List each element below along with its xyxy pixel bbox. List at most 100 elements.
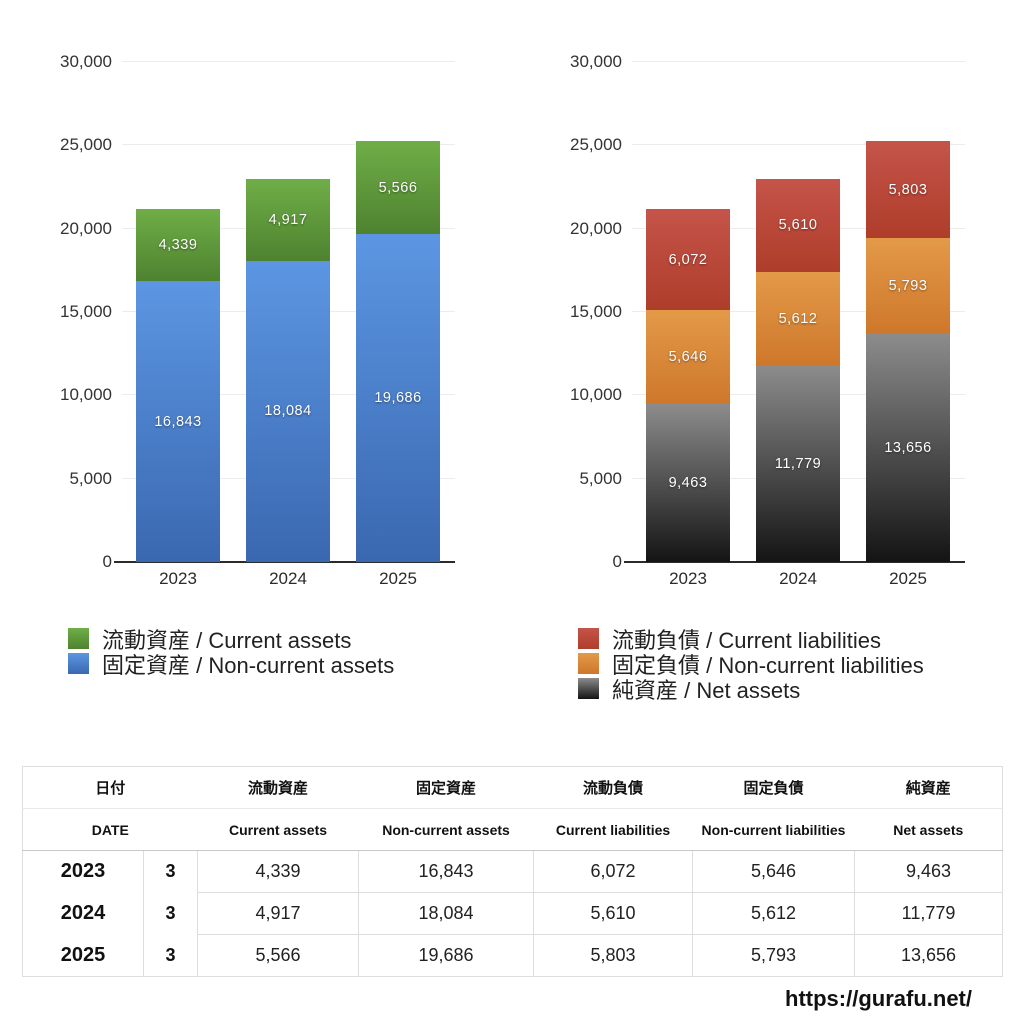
- bar-segment: 5,646: [646, 310, 730, 405]
- y-axis-tick: 0: [102, 552, 112, 571]
- y-axis-tick: 5,000: [69, 468, 112, 488]
- assets-legend: 流動資産 / Current assets 固定資産 / Non-current …: [68, 626, 500, 678]
- month-cell: 3: [142, 892, 198, 935]
- y-axis-tick: 25,000: [570, 135, 622, 155]
- bar-value-label: 5,610: [778, 217, 818, 234]
- bar-segment: 13,656: [866, 334, 950, 562]
- noncurrent-assets-cell: 18,084: [358, 892, 534, 935]
- month-cell: 3: [142, 850, 198, 893]
- noncurrent-liabilities-cell: 5,793: [692, 934, 855, 977]
- bar-value-label: 4,339: [158, 237, 198, 254]
- liabilities-plot-area: 0 5,000 10,000 15,000 20,000 25,000 30,000 9,46…: [570, 52, 965, 588]
- bar-value-label: 11,779: [774, 455, 822, 472]
- year-cell: 2023: [60, 860, 106, 883]
- stacked-bar-2023: 16,843 4,339: [136, 62, 220, 562]
- stacked-bar-2023: 9,463 5,646 6,072: [646, 62, 730, 562]
- column-header-current-liabilities-jp: 流動負債: [533, 766, 693, 809]
- gridline: [122, 144, 455, 146]
- table-row: 2025 3 5,566 19,686 5,803 5,793 13,656: [23, 934, 1003, 977]
- y-axis-tick: 25,000: [60, 135, 112, 155]
- x-axis-label: 2025: [379, 569, 417, 588]
- bar-segment: 6,072: [646, 209, 730, 311]
- bar-value-label: 19,686: [374, 389, 422, 406]
- legend-swatch: [578, 678, 599, 699]
- bar-segment: 16,843: [136, 281, 220, 562]
- bar-segment: 5,610: [756, 178, 840, 273]
- stacked-bar-2024: 11,779 5,612 5,610: [756, 62, 840, 562]
- assets-plot-area: 0 5,000 10,000 15,000 20,000 25,000 30,000 16,8…: [60, 52, 455, 588]
- year-cell: 2025: [60, 943, 106, 966]
- bar-segment: 9,463: [646, 404, 730, 562]
- stacked-bar-2025: 13,656 5,793 5,803: [866, 62, 950, 562]
- bar-value-label: 5,793: [888, 278, 928, 295]
- table-header-english: DATE Current assets Non-current assets C…: [22, 808, 1003, 851]
- noncurrent-assets-cell: 19,686: [358, 934, 534, 977]
- x-axis-line: [624, 561, 965, 563]
- table-row: 2024 3 4,917 18,084 5,610 5,612 11,779: [23, 892, 1003, 935]
- gridline: [632, 144, 965, 146]
- gridline: [122, 61, 455, 62]
- y-axis-tick: 10,000: [570, 385, 622, 405]
- legend-swatch: [578, 628, 599, 649]
- column-header-current-assets-jp: 流動資産: [197, 766, 359, 809]
- column-header-current-assets-en: Current assets: [197, 808, 359, 851]
- column-header-net-assets-jp: 純資産: [854, 766, 1003, 809]
- bar-segment: 5,566: [356, 141, 440, 234]
- bar-value-label: 9,463: [668, 475, 708, 492]
- bar-value-label: 6,072: [668, 251, 708, 268]
- y-axis-tick: 0: [612, 552, 622, 571]
- legend-label: 固定資産 / Non-current assets: [102, 652, 395, 678]
- noncurrent-assets-cell: 16,843: [358, 850, 534, 893]
- balance-sheet-table: 日付 流動資産 固定資産 流動負債 固定負債 純資産 DATE Current …: [22, 766, 1004, 977]
- current-assets-cell: 4,917: [197, 892, 359, 935]
- bar-segment: 4,339: [136, 208, 220, 282]
- noncurrent-liabilities-cell: 5,612: [692, 892, 855, 935]
- y-axis-tick: 20,000: [570, 218, 622, 238]
- legend-item: 流動資産 / Current assets: [68, 626, 500, 653]
- assets-chart: 0 5,000 10,000 15,000 20,000 25,000 30,000 16,8…: [30, 52, 500, 678]
- bar-segment: 4,917: [246, 178, 330, 261]
- bar-value-label: 4,917: [268, 211, 308, 228]
- bar-segment: 5,612: [756, 272, 840, 366]
- table-row: 2023 3 4,339 16,843 6,072 5,646 9,463: [23, 850, 1003, 893]
- footer-url: https://gurafu.net/: [785, 986, 972, 1011]
- column-header-date-en: DATE: [22, 808, 198, 851]
- legend-label: 流動資産 / Current assets: [102, 627, 352, 653]
- bar-value-label: 5,612: [778, 310, 818, 327]
- current-liabilities-cell: 5,610: [533, 892, 693, 935]
- y-axis-tick: 30,000: [60, 52, 112, 71]
- noncurrent-liabilities-cell: 5,646: [692, 850, 855, 893]
- bar-segment: 5,793: [866, 237, 950, 335]
- legend-item: 純資産 / Net assets: [578, 676, 1010, 703]
- liabilities-legend: 流動負債 / Current liabilities 固定負債 / Non-cur…: [578, 626, 1010, 703]
- x-axis-label: 2024: [269, 569, 307, 588]
- legend-item: 流動負債 / Current liabilities: [578, 626, 1010, 653]
- legend-swatch: [68, 628, 89, 649]
- x-axis-line: [114, 561, 455, 563]
- liabilities-chart: 0 5,000 10,000 15,000 20,000 25,000 30,000 9,46…: [540, 52, 1010, 703]
- bar-value-label: 13,656: [884, 440, 932, 457]
- net-assets-cell: 11,779: [854, 892, 1003, 935]
- column-header-noncurrent-assets-en: Non-current assets: [358, 808, 534, 851]
- bar-segment: 11,779: [756, 365, 840, 562]
- current-assets-cell: 5,566: [197, 934, 359, 977]
- bar-value-label: 5,646: [668, 349, 708, 366]
- column-header-noncurrent-liabilities-en: Non-current liabilities: [692, 808, 855, 851]
- y-axis-tick: 10,000: [60, 385, 112, 405]
- month-cell: 3: [142, 934, 198, 977]
- current-assets-cell: 4,339: [197, 850, 359, 893]
- column-header-date-jp: 日付: [22, 766, 198, 809]
- bar-value-label: 5,566: [378, 179, 418, 196]
- x-axis-label: 2023: [159, 569, 197, 588]
- bar-value-label: 5,803: [888, 181, 928, 198]
- column-header-net-assets-en: Net assets: [854, 808, 1003, 851]
- y-axis-tick: 20,000: [60, 218, 112, 238]
- table-header-japanese: 日付 流動資産 固定資産 流動負債 固定負債 純資産: [22, 766, 1003, 809]
- year-cell: 2024: [60, 902, 106, 924]
- bar-segment: 5,803: [866, 141, 950, 238]
- legend-item: 固定資産 / Non-current assets: [68, 651, 500, 678]
- legend-label: 流動負債 / Current liabilities: [612, 627, 881, 653]
- legend-label: 固定負債 / Non-current liabilities: [612, 652, 924, 678]
- gridline: [632, 61, 965, 62]
- current-liabilities-cell: 6,072: [533, 850, 693, 893]
